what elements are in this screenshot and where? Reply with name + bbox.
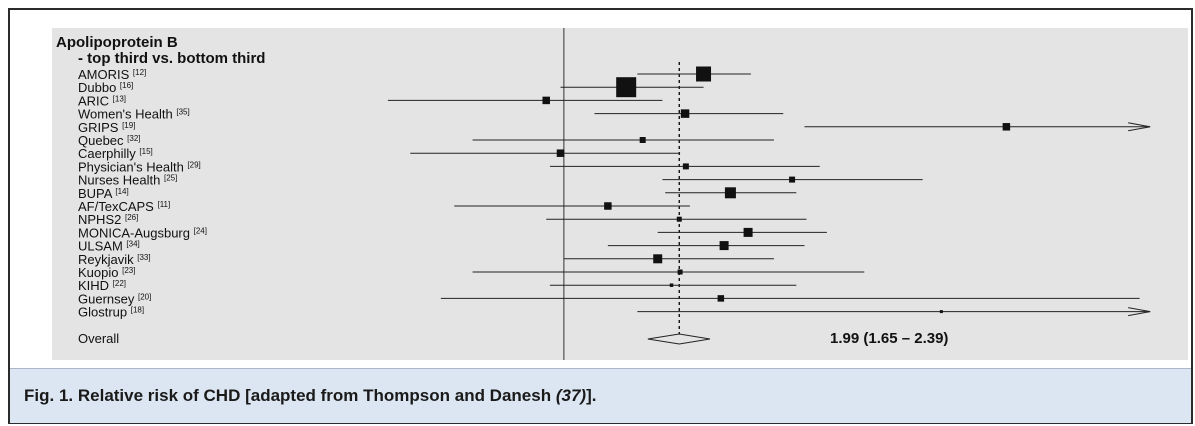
point-estimate — [724, 187, 736, 199]
study-reference: [35] — [176, 108, 189, 117]
point-estimate — [717, 295, 725, 302]
study-row-glostrup: Glostrup [18] — [78, 305, 1151, 320]
caption-text: Relative risk of CHD [adapted from Thomp… — [77, 386, 556, 405]
study-row-caerphilly: Caerphilly [15] — [78, 146, 681, 161]
study-label: Quebec [32] — [78, 133, 141, 148]
caption-reference: (37) — [555, 386, 587, 405]
study-reference: [29] — [187, 160, 200, 169]
study-reference: [24] — [194, 226, 207, 235]
point-estimate — [789, 176, 796, 183]
point-estimate — [669, 283, 674, 287]
overall-estimate-text: 1.99 (1.65 – 2.39) — [830, 330, 948, 347]
study-label: AF/TexCAPS [11] — [78, 199, 170, 214]
study-row-quebec: Quebec [32] — [78, 133, 774, 148]
truncation-arrow — [1128, 307, 1151, 317]
study-row-reykjavik: Reykjavik [33] — [78, 252, 774, 267]
study-row-monica-augsburg: MONICA-Augsburg [24] — [78, 225, 827, 240]
study-reference: [26] — [125, 213, 138, 222]
figure-frame: Apolipoprotein B - top third vs. bottom … — [8, 8, 1193, 424]
study-reference: [32] — [127, 134, 140, 143]
study-row-kihd: KIHD [22] — [78, 278, 797, 293]
point-estimate — [604, 202, 612, 210]
point-estimate — [682, 163, 689, 170]
study-reference: [11] — [157, 200, 170, 209]
study-row-af-texcaps: AF/TexCAPS [11] — [78, 199, 690, 214]
truncation-arrow — [1128, 122, 1151, 132]
point-estimate — [542, 96, 550, 105]
study-label: Kuopio [23] — [78, 265, 135, 280]
study-row-nphs2: NPHS2 [26] — [78, 212, 807, 227]
caption-prefix: Fig. 1. — [24, 386, 74, 405]
study-row-kuopio: Kuopio [23] — [78, 265, 865, 280]
study-row-nurses-health: Nurses Health [25] — [78, 173, 923, 188]
study-label: Glostrup [18] — [78, 305, 144, 320]
study-label: NPHS2 [26] — [78, 212, 138, 227]
study-reference: [22] — [113, 279, 126, 288]
study-reference: [33] — [137, 253, 150, 262]
study-reference: [18] — [131, 306, 144, 315]
point-estimate — [680, 109, 690, 118]
study-label: Reykjavik [33] — [78, 252, 151, 267]
figure-caption-bar: Fig. 1. Relative risk of CHD [adapted fr… — [10, 368, 1191, 423]
point-estimate — [653, 254, 663, 264]
study-reference: [20] — [138, 292, 151, 301]
point-estimate — [676, 216, 682, 222]
study-reference: [14] — [115, 187, 128, 196]
study-reference: [13] — [113, 94, 126, 103]
study-label: Women's Health [35] — [78, 107, 190, 122]
forest-plot: Apolipoprotein B - top third vs. bottom … — [56, 28, 1151, 360]
point-estimate — [616, 77, 637, 98]
study-label: ULSAM [34] — [78, 239, 140, 254]
point-estimate — [743, 227, 753, 237]
study-label: Guernsey [20] — [78, 291, 151, 306]
figure-caption: Fig. 1. Relative risk of CHD [adapted fr… — [24, 386, 596, 406]
chart-subtitle: - top third vs. bottom third — [78, 50, 265, 67]
study-label: Nurses Health [25] — [78, 173, 177, 188]
study-reference: [12] — [133, 68, 146, 77]
study-label: Caerphilly [15] — [78, 146, 153, 161]
study-reference: [23] — [122, 266, 135, 275]
study-row-physician-s-health: Physician's Health [29] — [78, 159, 820, 174]
overall-diamond — [647, 333, 711, 345]
study-row-amoris: AMORIS [12] — [78, 66, 751, 82]
study-label: MONICA-Augsburg [24] — [78, 225, 207, 240]
point-estimate — [639, 137, 646, 143]
point-estimate — [1002, 123, 1011, 131]
study-label: AMORIS [12] — [78, 67, 146, 82]
study-row-grips: GRIPS [19] — [78, 120, 1151, 135]
study-reference: [16] — [120, 81, 133, 90]
overall-label: Overall — [78, 331, 119, 346]
point-estimate — [556, 149, 565, 157]
study-reference: [15] — [139, 147, 152, 156]
chart-title: Apolipoprotein B — [56, 34, 178, 51]
study-label: Physician's Health [29] — [78, 159, 201, 174]
study-row-women-s-health: Women's Health [35] — [78, 107, 784, 122]
study-row-guernsey: Guernsey [20] — [78, 291, 1140, 306]
study-label: GRIPS [19] — [78, 120, 135, 135]
study-row-ulsam: ULSAM [34] — [78, 239, 805, 254]
study-row-bupa: BUPA [14] — [78, 186, 797, 201]
point-estimate — [677, 269, 683, 275]
caption-text-end: ]. — [586, 386, 597, 405]
study-reference: [34] — [126, 240, 139, 249]
forest-plot-area: Apolipoprotein B - top third vs. bottom … — [52, 28, 1188, 360]
study-reference: [19] — [122, 121, 135, 130]
study-reference: [25] — [164, 174, 177, 183]
point-estimate — [719, 241, 729, 251]
study-label: Dubbo [16] — [78, 80, 133, 95]
point-estimate — [939, 310, 943, 314]
study-row-dubbo: Dubbo [16] — [78, 77, 704, 98]
point-estimate — [696, 66, 712, 82]
